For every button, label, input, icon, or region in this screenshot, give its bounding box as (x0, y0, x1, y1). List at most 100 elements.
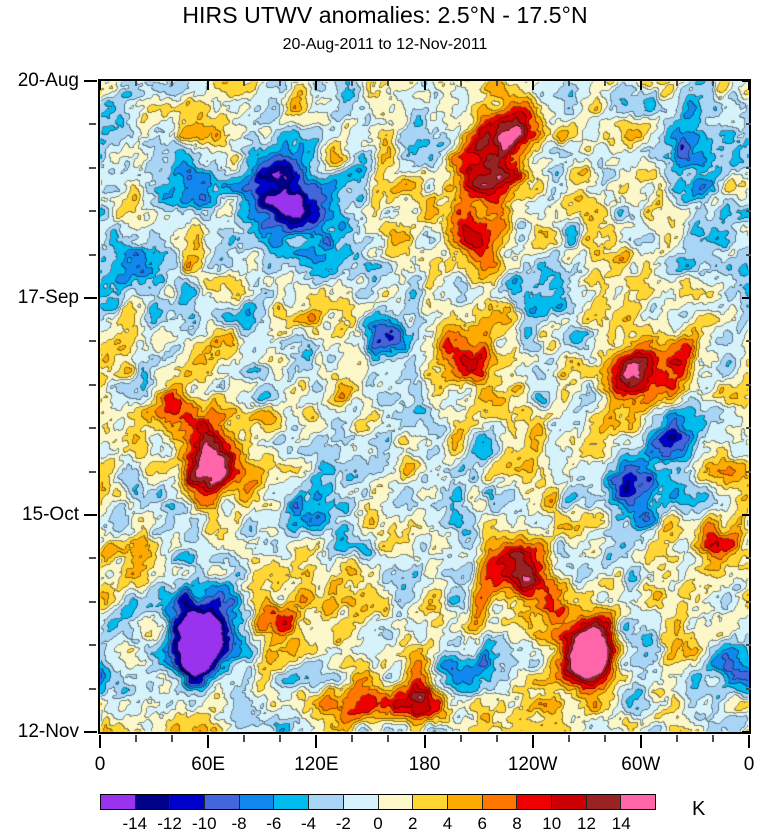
y-tick-right-inner (742, 297, 751, 299)
x-tick-major (315, 735, 317, 748)
x-tick-top-inner-minor (135, 81, 137, 86)
y-tick-right-inner-minor (746, 688, 751, 690)
x-tick-top-inner-minor (279, 81, 281, 86)
x-tick-major (532, 735, 534, 748)
colorbar-swatch (274, 795, 310, 809)
x-tick-top-inner (532, 81, 534, 90)
x-tick-top-inner-minor (676, 81, 678, 86)
x-tick-minor (568, 735, 570, 742)
x-axis-tick-label: 180 (408, 754, 441, 775)
colorbar-swatch (239, 795, 275, 809)
colorbar-tick-label: 8 (512, 814, 522, 833)
colorbar-swatch (343, 795, 379, 809)
y-tick-minor (89, 557, 96, 559)
colorbar-swatch (135, 795, 171, 809)
colorbar-tick-label: -4 (300, 814, 317, 833)
colorbar (100, 794, 656, 810)
x-tick-top-inner-minor (568, 81, 570, 86)
x-tick-minor (171, 735, 173, 742)
colorbar-tick-label: 14 (611, 814, 631, 833)
colorbar-tick-label: -10 (191, 814, 217, 833)
colorbar-swatch (413, 795, 448, 809)
y-tick-minor (89, 340, 96, 342)
y-tick-major (84, 514, 97, 516)
x-tick-top-inner-minor (351, 81, 353, 86)
colorbar-swatch (517, 795, 552, 809)
x-tick-minor (460, 735, 462, 742)
x-tick-minor (243, 735, 245, 742)
x-tick-major (99, 735, 101, 748)
y-axis-tick-label: 15-Oct (21, 504, 79, 525)
x-tick-top-inner (748, 81, 750, 90)
x-axis-tick-label: 60W (621, 754, 661, 775)
y-tick-major (84, 80, 97, 82)
y-tick-right-inner-minor (746, 340, 751, 342)
x-tick-major (207, 735, 209, 748)
x-tick-top-inner (207, 81, 209, 90)
x-tick-minor (712, 735, 714, 742)
y-tick-right-inner (742, 80, 751, 82)
colorbar-tick-label: -2 (335, 814, 351, 833)
x-tick-top-inner-minor (387, 81, 389, 86)
x-tick-top-inner-minor (712, 81, 714, 86)
colorbar-tick-label: 0 (373, 814, 383, 833)
x-tick-top-inner-minor (171, 81, 173, 86)
colorbar-tick-label: 10 (542, 814, 562, 833)
y-tick-major (84, 731, 97, 733)
x-axis-tick-label: 120E (294, 754, 339, 775)
colorbar-unit-label: K (692, 798, 706, 820)
x-axis-tick-label: 120W (507, 754, 558, 775)
x-tick-top-inner-minor (243, 81, 245, 86)
y-tick-minor (89, 384, 96, 386)
colorbar-tick-label: 4 (442, 814, 453, 833)
page-title: HIRS UTWV anomalies: 2.5°N - 17.5°N (182, 2, 588, 28)
x-tick-top-inner (640, 81, 642, 90)
y-tick-major (84, 297, 97, 299)
y-tick-right-inner-minor (746, 210, 751, 212)
x-tick-minor (351, 735, 353, 742)
x-tick-top-inner (99, 81, 101, 90)
colorbar-swatch (309, 795, 344, 809)
colorbar-swatch (482, 795, 518, 809)
y-tick-minor (89, 688, 96, 690)
y-tick-right-inner-minor (746, 557, 751, 559)
x-tick-minor (604, 735, 606, 742)
colorbar-swatch (101, 795, 136, 809)
y-tick-minor (89, 123, 96, 125)
y-tick-minor (89, 167, 96, 169)
colorbar-swatch (621, 795, 655, 809)
x-axis-tick-label: 0 (94, 754, 106, 775)
figure-subtitle: 20-Aug-2011 to 12-Nov-2011 (282, 36, 488, 53)
y-tick-minor (89, 427, 96, 429)
colorbar-tick-label: -8 (231, 814, 247, 833)
x-tick-top-inner (424, 81, 426, 90)
y-tick-right-inner-minor (746, 123, 751, 125)
colorbar-swatch (205, 795, 240, 809)
plot-area (98, 79, 751, 734)
x-tick-minor (496, 735, 498, 742)
anomaly-field-heatmap (100, 81, 749, 732)
colorbar-swatches (100, 794, 656, 810)
colorbar-tick-label: -12 (157, 814, 182, 833)
y-tick-right-inner (742, 731, 751, 733)
y-tick-right-inner-minor (746, 601, 751, 603)
x-tick-major (424, 735, 426, 748)
x-tick-top-inner (315, 81, 317, 90)
colorbar-swatch (447, 795, 483, 809)
y-tick-minor (89, 601, 96, 603)
y-axis-tick-label: 17-Sep (17, 287, 79, 308)
colorbar-swatch (378, 795, 414, 809)
y-tick-right-inner-minor (746, 254, 751, 256)
x-tick-minor (135, 735, 137, 742)
y-tick-minor (89, 210, 96, 212)
x-tick-top-inner-minor (460, 81, 462, 86)
x-tick-minor (279, 735, 281, 742)
colorbar-tick-label: 12 (577, 814, 596, 833)
x-tick-top-inner-minor (604, 81, 606, 86)
x-tick-top-inner-minor (496, 81, 498, 86)
y-tick-right-inner (742, 514, 751, 516)
x-tick-minor (387, 735, 389, 742)
colorbar-tick-label: 2 (408, 814, 418, 833)
y-tick-right-inner-minor (746, 471, 751, 473)
